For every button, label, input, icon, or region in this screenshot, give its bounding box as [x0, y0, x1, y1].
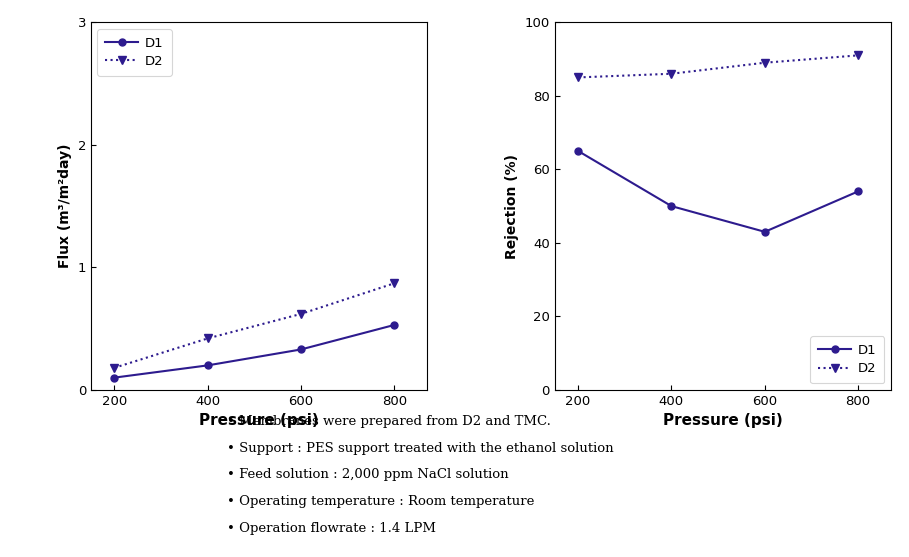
- D1: [853, 188, 864, 195]
- D1: [202, 362, 213, 369]
- Line: D2: D2: [110, 279, 398, 372]
- X-axis label: Pressure (psi): Pressure (psi): [199, 413, 319, 428]
- D2: [295, 311, 306, 317]
- D2: [389, 280, 400, 287]
- Line: D1: D1: [574, 148, 862, 235]
- D1: [759, 228, 770, 235]
- D2: [853, 52, 864, 58]
- Text: • Membranes were prepared from D2 and TMC.: • Membranes were prepared from D2 and TM…: [227, 415, 551, 428]
- D1: [573, 148, 584, 154]
- Text: • Operation flowrate : 1.4 LPM: • Operation flowrate : 1.4 LPM: [227, 522, 436, 535]
- D1: [389, 321, 400, 328]
- Text: • Support : PES support treated with the ethanol solution: • Support : PES support treated with the…: [227, 442, 614, 455]
- X-axis label: Pressure (psi): Pressure (psi): [663, 413, 783, 428]
- Text: • Feed solution : 2,000 ppm NaCl solution: • Feed solution : 2,000 ppm NaCl solutio…: [227, 468, 509, 481]
- D2: [759, 60, 770, 66]
- Line: D2: D2: [574, 51, 863, 81]
- D1: [109, 374, 120, 381]
- Legend: D1, D2: D1, D2: [97, 29, 172, 76]
- D1: [666, 203, 677, 209]
- Text: • Operating temperature : Room temperature: • Operating temperature : Room temperatu…: [227, 495, 534, 508]
- D2: [109, 364, 120, 371]
- D2: [573, 74, 584, 81]
- Y-axis label: Flux (m³/m²day): Flux (m³/m²day): [58, 144, 72, 268]
- D2: [666, 70, 677, 77]
- D2: [202, 335, 213, 342]
- Y-axis label: Rejection (%): Rejection (%): [505, 154, 519, 258]
- Line: D1: D1: [111, 321, 398, 381]
- Legend: D1, D2: D1, D2: [810, 336, 884, 383]
- D1: [295, 346, 306, 353]
